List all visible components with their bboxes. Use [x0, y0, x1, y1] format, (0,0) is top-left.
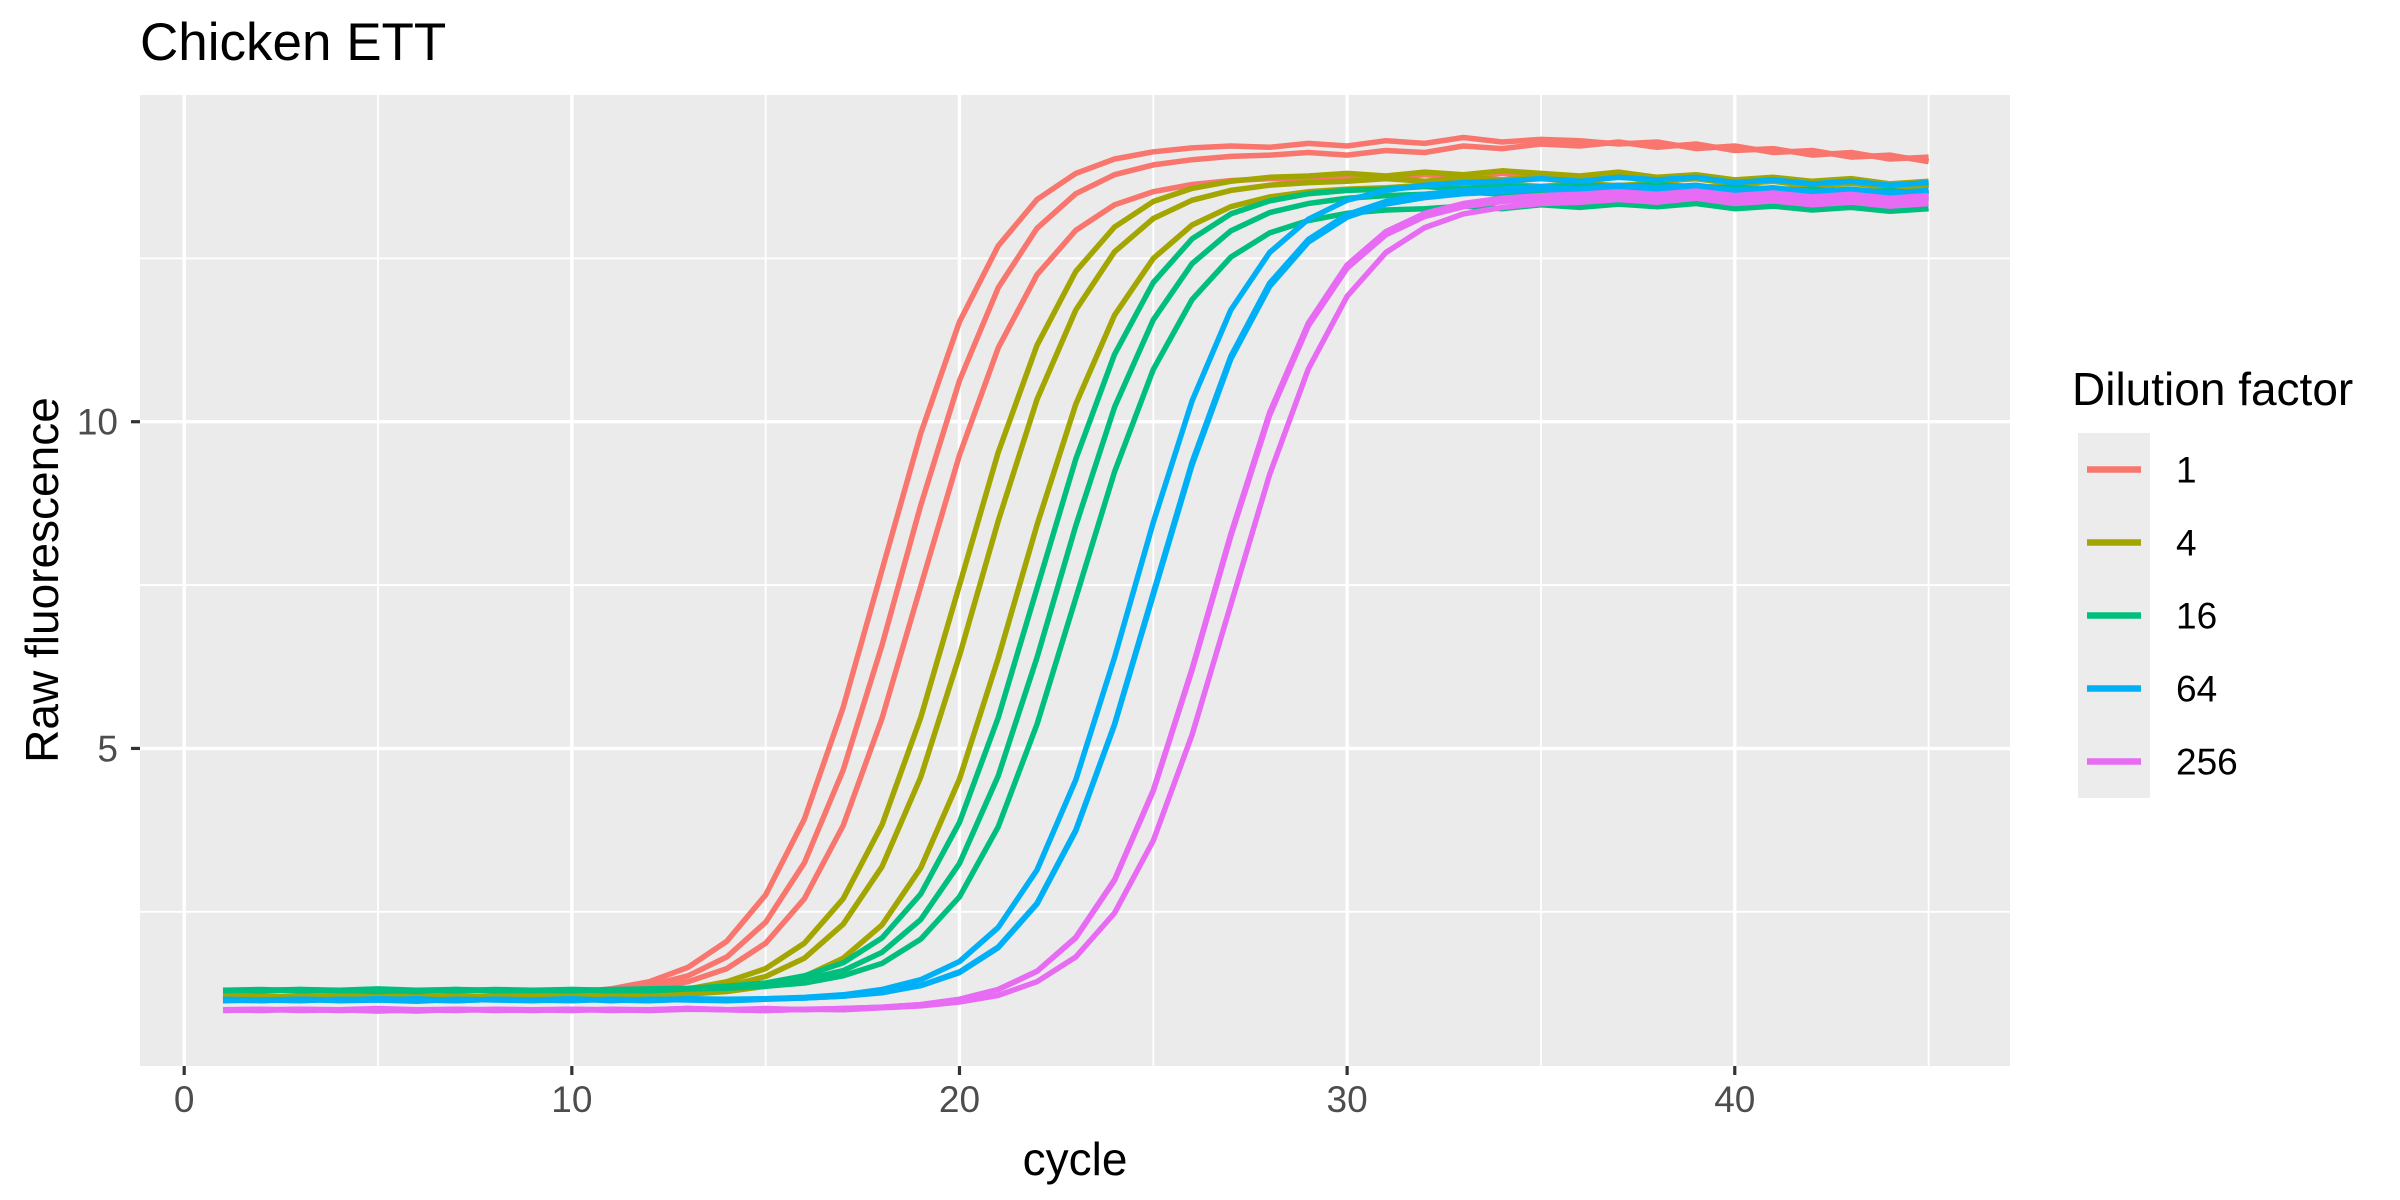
x-tick-label: 20	[939, 1079, 980, 1120]
y-tick-label: 5	[97, 728, 118, 769]
curve-dilution-16-rep-3	[222, 200, 1929, 995]
legend-items: 1 4 16 64 256	[2078, 433, 2238, 798]
plot-panel	[140, 95, 2010, 1066]
legend-item: 1	[2078, 433, 2197, 506]
x-axis-title: cycle	[1023, 1133, 1128, 1185]
x-tick-label: 40	[1714, 1079, 1755, 1120]
legend-item: 4	[2078, 506, 2197, 579]
x-tick-label: 30	[1327, 1079, 1368, 1120]
curve-dilution-64-rep-3	[222, 185, 1929, 1004]
curve-dilution-256-rep-3	[222, 195, 1929, 1014]
legend: Dilution factor 1 4 16 64 256	[2072, 363, 2353, 798]
y-axis-tick-marks	[131, 420, 140, 751]
x-tick-label: 10	[551, 1079, 592, 1120]
plot-title: Chicken ETT	[140, 13, 446, 72]
legend-item-label: 16	[2176, 596, 2217, 637]
legend-item: 64	[2078, 652, 2217, 725]
legend-item: 16	[2078, 579, 2217, 652]
amplification-curves	[222, 134, 1930, 1014]
legend-item-label: 256	[2176, 742, 2238, 783]
legend-item-label: 64	[2176, 669, 2217, 710]
x-axis-tick-labels: 0 10 20 30 40	[174, 1079, 1755, 1120]
y-axis-tick-labels: 5 10	[77, 402, 118, 770]
legend-item-label: 1	[2176, 450, 2197, 491]
legend-title: Dilution factor	[2072, 363, 2353, 415]
legend-item-label: 4	[2176, 523, 2197, 564]
x-tick-label: 0	[174, 1079, 195, 1120]
x-axis-tick-marks	[182, 1066, 1737, 1075]
y-axis-title: Raw fluorescence	[16, 397, 68, 763]
legend-item: 256	[2078, 725, 2238, 798]
y-tick-label: 10	[77, 402, 118, 443]
gridlines-major	[140, 95, 2010, 1066]
